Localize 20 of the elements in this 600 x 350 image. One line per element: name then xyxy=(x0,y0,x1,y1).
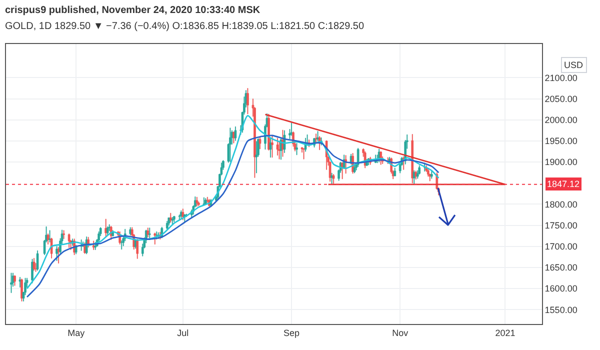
ref-line-label: 1847.12 xyxy=(547,179,580,189)
chart-subtitle: GOLD, 1D 1829.50 ▼ −7.36 (−0.4%) O:1836.85 H:1839.05 L:1821.50 C:1829.50 xyxy=(5,21,364,32)
x-tick-label: May xyxy=(68,328,86,338)
text: USD xyxy=(564,60,584,70)
y-tick-label: 1700.00 xyxy=(544,242,578,252)
y-tick-label: 2000.00 xyxy=(544,115,578,126)
y-tick-label: 2050.00 xyxy=(544,94,578,104)
y-tick-label: 1600.00 xyxy=(544,284,578,294)
y-tick-label: 1550.00 xyxy=(544,304,578,315)
y-tick-label: 1950.00 xyxy=(544,136,578,146)
y-tick-label: 1800.00 xyxy=(544,199,578,210)
x-tick-label: Sep xyxy=(284,328,300,338)
x-tick-label: Jul xyxy=(177,328,189,338)
y-tick-label: 1750.00 xyxy=(544,220,578,230)
x-tick-label: Nov xyxy=(392,328,409,338)
chart-title: crispus9 published, November 24, 2020 10:33:40 MSK xyxy=(5,5,261,16)
x-tick-label: 2021 xyxy=(495,328,516,338)
y-tick-label: 2100.00 xyxy=(544,72,578,83)
y-tick-label: 1900.00 xyxy=(544,157,578,168)
y-tick-label: 1650.00 xyxy=(544,262,578,273)
